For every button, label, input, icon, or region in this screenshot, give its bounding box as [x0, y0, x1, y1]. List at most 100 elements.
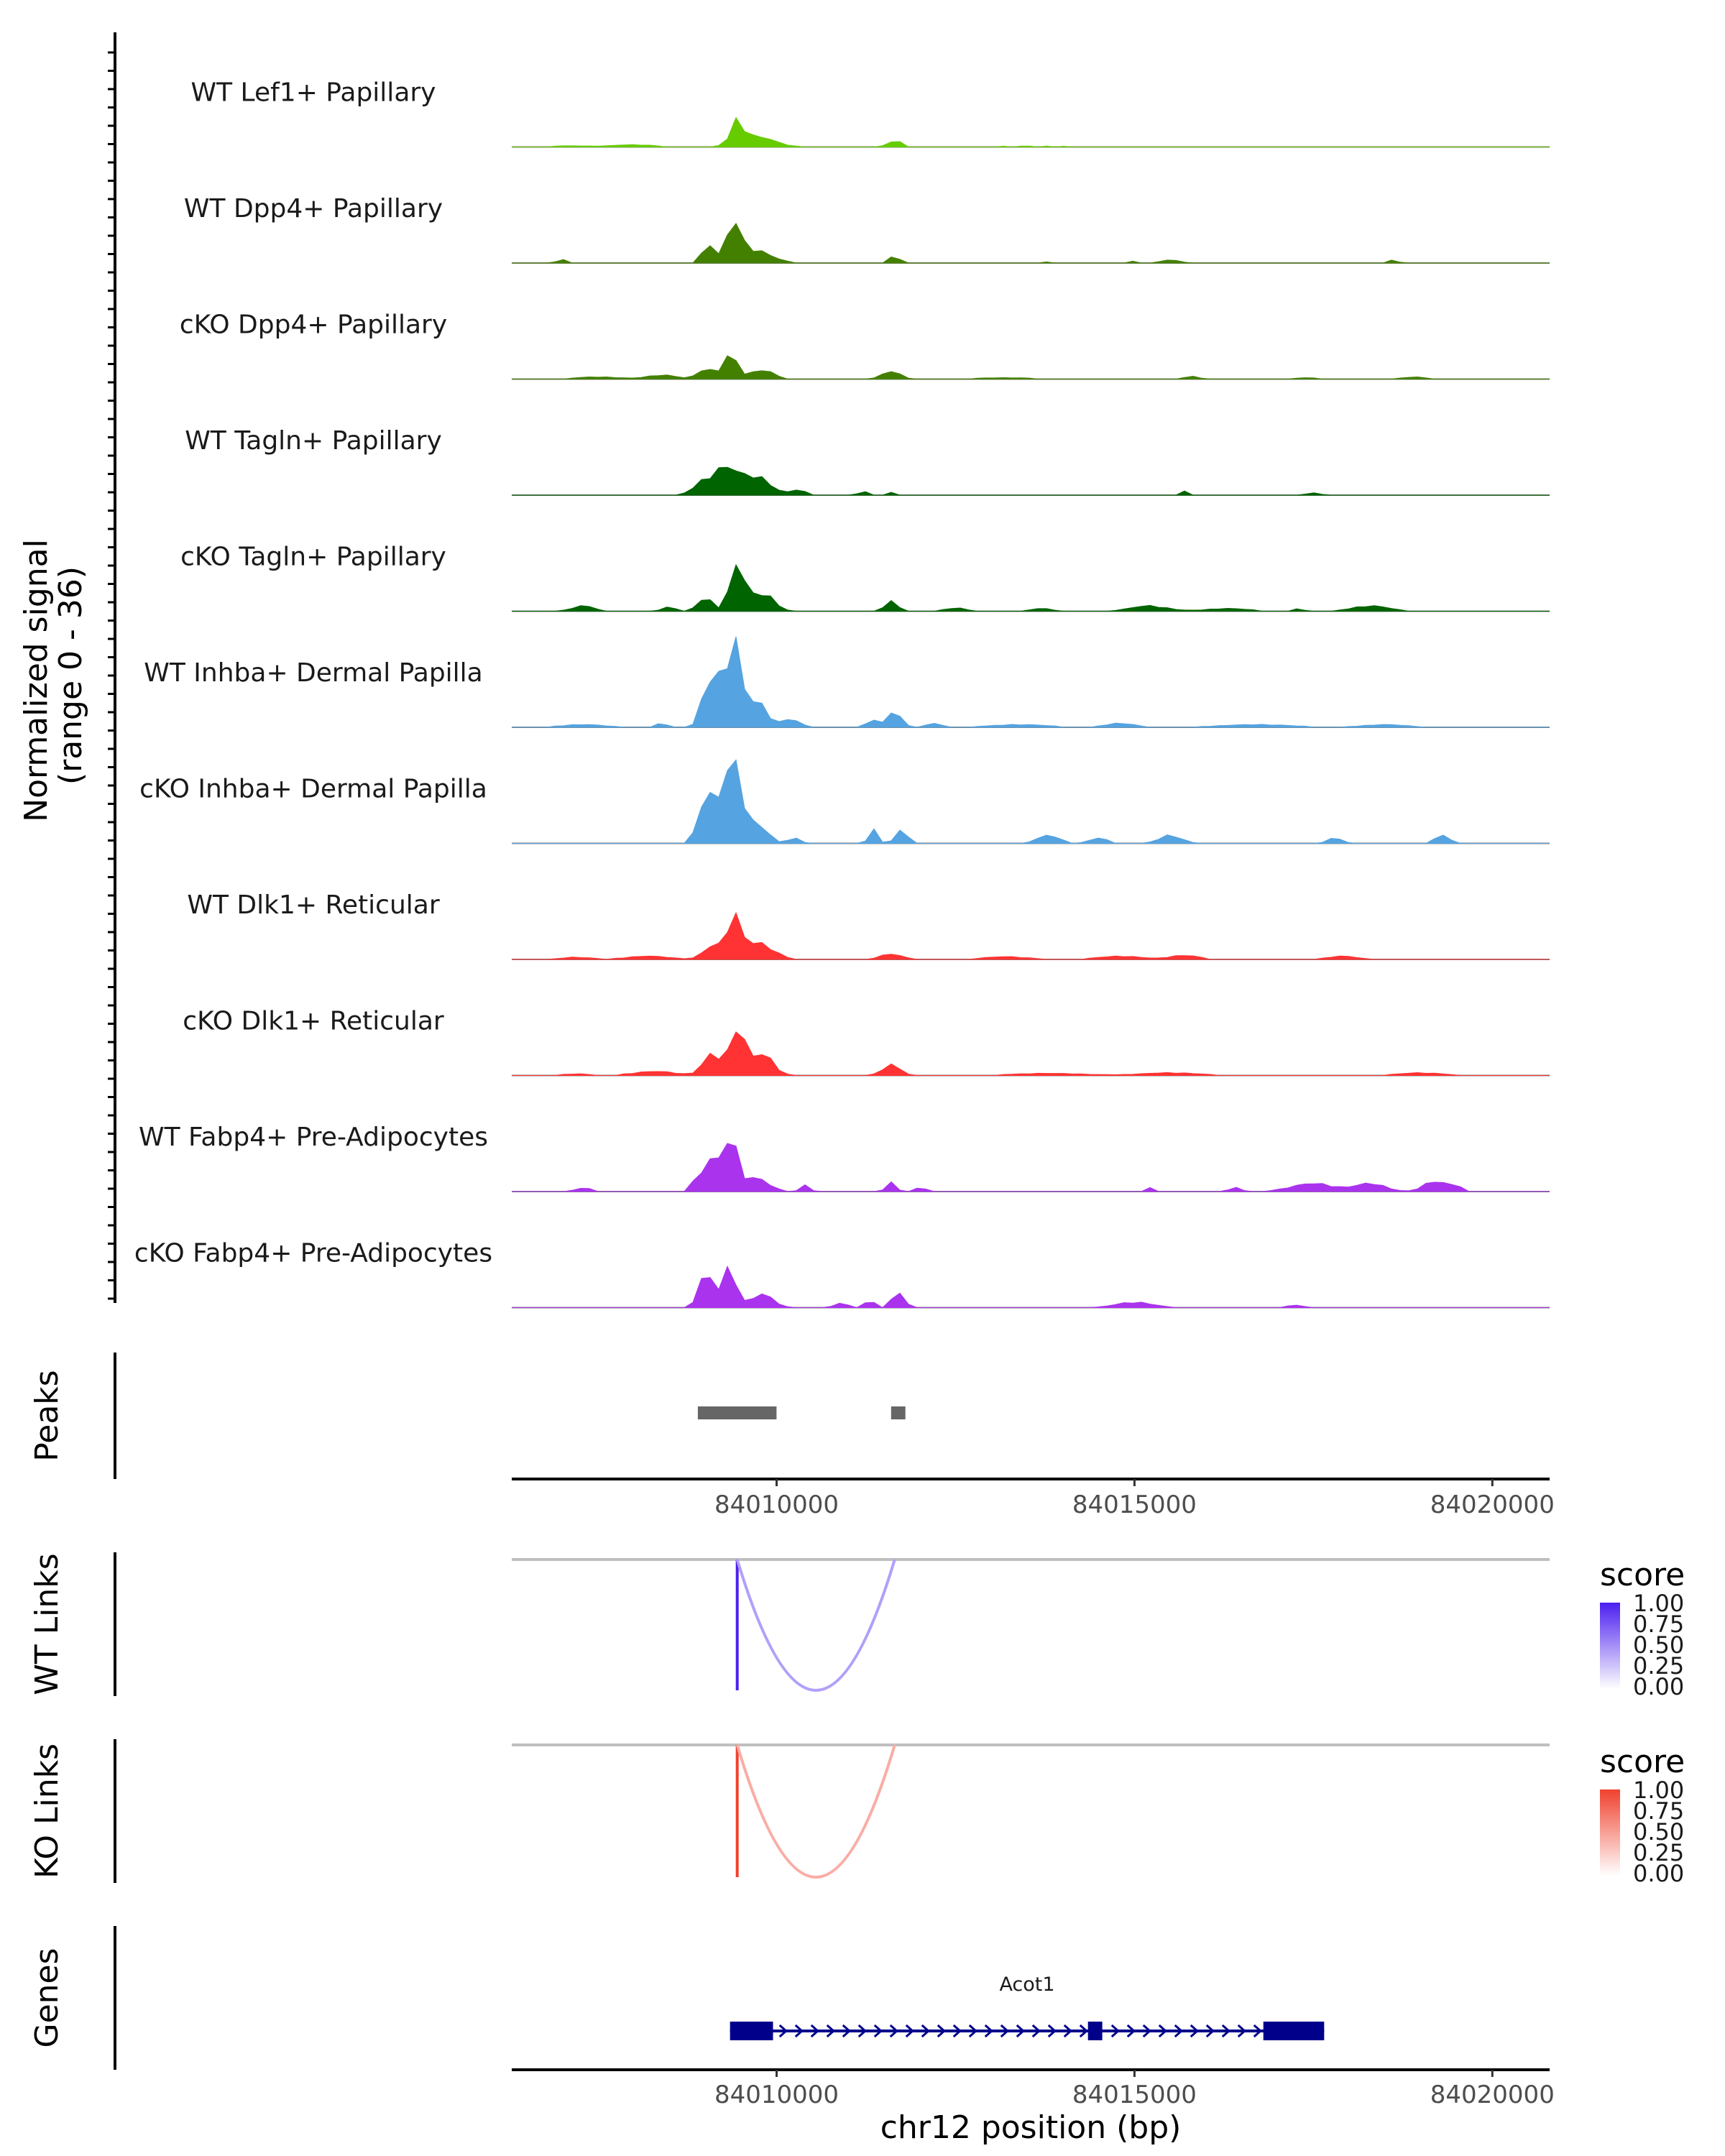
coverage-tracks: WT Lef1+ Papillary WT Dpp4+ Papillary cKO …	[134, 78, 1550, 1309]
coverage-track-10: WT Fabp4+ Pre-Adipocytes	[139, 1123, 1550, 1192]
gene-Acot1-strand-chevron-27	[1142, 2024, 1151, 2038]
coverage-track-11: cKO Fabp4+ Pre-Adipocytes	[134, 1239, 1550, 1309]
gene-Acot1-strand-chevron-25	[1110, 2024, 1120, 2038]
wt-links-legend-label-3: 0.50	[1633, 1631, 1684, 1659]
coverage-track-area-4	[512, 466, 1550, 496]
coverage-track-4: WT Tagln+ Papillary	[185, 426, 1550, 496]
gene-Acot1-strand-chevron-7	[826, 2024, 835, 2038]
wt-links-panel: WT Links score 1.00 0.75 0.50 0.25 0.00	[29, 1552, 1685, 1700]
gene-Acot1-strand-chevron-15	[952, 2024, 962, 2038]
gene-Acot1-strand-chevron-26	[1126, 2024, 1136, 2038]
peaks-x-ticks: 84010000 84015000 84020000	[714, 1479, 1555, 1519]
gene-Acot1-strand-chevron-14	[937, 2024, 946, 2038]
gene-Acot1-strand-chevron-12	[905, 2024, 914, 2038]
coverage-y-ticks	[108, 51, 115, 1300]
coverage-track-area-6	[512, 636, 1550, 728]
coverage-track-7: cKO Inhba+ Dermal Papilla	[139, 759, 1550, 844]
genes-models: Acot1	[730, 1973, 1325, 2040]
gene-Acot1-strand-chevron-16	[968, 2024, 978, 2038]
gene-Acot1-strand-chevron-31	[1205, 2024, 1215, 2038]
wt-links-legend-label-1: 1.00	[1633, 1590, 1684, 1617]
coverage-y-axis: Normalized signal (range 0 - 36)	[18, 32, 116, 1303]
wt-links-legend-title: score	[1600, 1557, 1685, 1593]
peaks-x-tick-label-2: 84015000	[1072, 1491, 1197, 1519]
gene-Acot1-strand-chevron-17	[984, 2024, 993, 2038]
gene-Acot1-strand-chevron-19	[1016, 2024, 1025, 2038]
gene-Acot1-strand-chevron-9	[857, 2024, 867, 2038]
ko-links-legend-label-3: 0.50	[1633, 1818, 1684, 1846]
wt-links-legend-label-5: 0.00	[1633, 1673, 1684, 1700]
gene-Acot1-strand-chevron-21	[1047, 2024, 1057, 2038]
ko-link-arc-2	[735, 1744, 896, 1879]
wt-link-arc-2	[735, 1559, 896, 1692]
gene-Acot1-label: Acot1	[999, 1973, 1054, 1996]
coverage-track-label-10: WT Fabp4+ Pre-Adipocytes	[139, 1123, 488, 1152]
wt-links-track-label: WT Links	[29, 1553, 65, 1695]
gene-Acot1-strand-chevron-33	[1237, 2024, 1246, 2038]
coverage-track-area-2	[512, 223, 1550, 264]
gene-Acot1-strand-chevron-11	[889, 2024, 898, 2038]
coverage-y-axis-title: Normalized signal (range 0 - 36)	[18, 529, 89, 822]
coverage-track-label-6: WT Inhba+ Dermal Papilla	[144, 658, 482, 688]
coverage-track-area-8	[512, 911, 1550, 960]
genes-track-label: Genes	[29, 1948, 65, 2047]
coverage-track-3: cKO Dpp4+ Papillary	[180, 310, 1550, 380]
ko-links-legend-label-5: 0.00	[1633, 1860, 1684, 1887]
peaks-panel: Peaks 84010000 84015000 84020000	[29, 1353, 1555, 1519]
genes-x-tick-label-2: 84015000	[1072, 2081, 1197, 2109]
ko-links-legend-label-4: 0.25	[1633, 1839, 1684, 1866]
coverage-track-label-8: WT Dlk1+ Reticular	[187, 890, 439, 920]
coverage-track-area-9	[512, 1031, 1550, 1076]
ko-links-track-label: KO Links	[29, 1743, 65, 1879]
coverage-track-label-7: cKO Inhba+ Dermal Papilla	[139, 775, 487, 804]
wt-links-arcs	[735, 1559, 896, 1692]
gene-Acot1-strand-chevron-20	[1031, 2024, 1041, 2038]
ko-links-legend-title: score	[1600, 1743, 1685, 1780]
coverage-track-label-1: WT Lef1+ Papillary	[191, 78, 436, 108]
coverage-track-area-3	[512, 355, 1550, 379]
gene-Acot1-strand-chevron-6	[810, 2024, 819, 2038]
gene-Acot1-strand-chevron-10	[873, 2024, 883, 2038]
gene-Acot1-exon-3	[1263, 2022, 1325, 2040]
coverage-track-label-11: cKO Fabp4+ Pre-Adipocytes	[134, 1239, 492, 1268]
gene-Acot1-strand-chevron-34	[1253, 2024, 1262, 2038]
coverage-track-label-5: cKO Tagln+ Papillary	[180, 543, 446, 572]
genes-panel: Genes Acot1 84010000 84015000 84020000 c…	[29, 1926, 1555, 2146]
coverage-track-label-9: cKO Dlk1+ Reticular	[183, 1007, 444, 1036]
gene-Acot1-strand-chevron-32	[1221, 2024, 1230, 2038]
x-axis-title: chr12 position (bp)	[880, 2109, 1182, 2146]
peaks-track-label: Peaks	[29, 1370, 65, 1461]
gene-Acot1-strand-chevron-5	[794, 2024, 804, 2038]
wt-links-legend-colorbar	[1600, 1603, 1620, 1689]
genes-x-tick-label-3: 84020000	[1430, 2081, 1555, 2109]
peaks-x-tick-label-1: 84010000	[714, 1491, 839, 1519]
gene-Acot1-strand-chevron-22	[1063, 2024, 1072, 2038]
peaks-ranges	[697, 1406, 906, 1419]
coverage-track-2: WT Dpp4+ Papillary	[184, 194, 1550, 264]
coverage-track-area-1	[512, 116, 1550, 148]
ko-links-legend-colorbar	[1600, 1789, 1620, 1876]
coverage-track-area-11	[512, 1266, 1550, 1309]
wt-links-legend-label-2: 0.75	[1633, 1611, 1684, 1638]
coverage-track-1: WT Lef1+ Papillary	[191, 78, 1550, 148]
coverage-track-8: WT Dlk1+ Reticular	[187, 890, 1550, 960]
gene-Acot1-strand-chevron-4	[778, 2024, 788, 2038]
wt-links-legend: score 1.00 0.75 0.50 0.25 0.00	[1600, 1557, 1685, 1700]
coverage-track-label-2: WT Dpp4+ Papillary	[184, 194, 443, 224]
genes-x-ticks: 84010000 84015000 84020000	[714, 2070, 1555, 2109]
peak-range-2	[891, 1406, 906, 1419]
coverage-track-area-5	[512, 563, 1550, 612]
ko-links-legend-label-2: 0.75	[1633, 1797, 1684, 1825]
ko-links-arcs	[735, 1744, 896, 1879]
gene-Acot1: Acot1	[730, 1973, 1325, 2040]
coverage-track-area-10	[512, 1143, 1550, 1192]
coverage-y-axis-title-line-1: Normalized signal	[18, 539, 55, 822]
coverage-track-label-4: WT Tagln+ Papillary	[185, 426, 442, 456]
gene-Acot1-strand-chevron-13	[921, 2024, 930, 2038]
gene-Acot1-strand-chevron-8	[842, 2024, 851, 2038]
gene-Acot1-exon-1	[730, 2022, 773, 2040]
gene-Acot1-strand-chevron-29	[1174, 2024, 1183, 2038]
gene-Acot1-strand-chevron-30	[1190, 2024, 1199, 2038]
